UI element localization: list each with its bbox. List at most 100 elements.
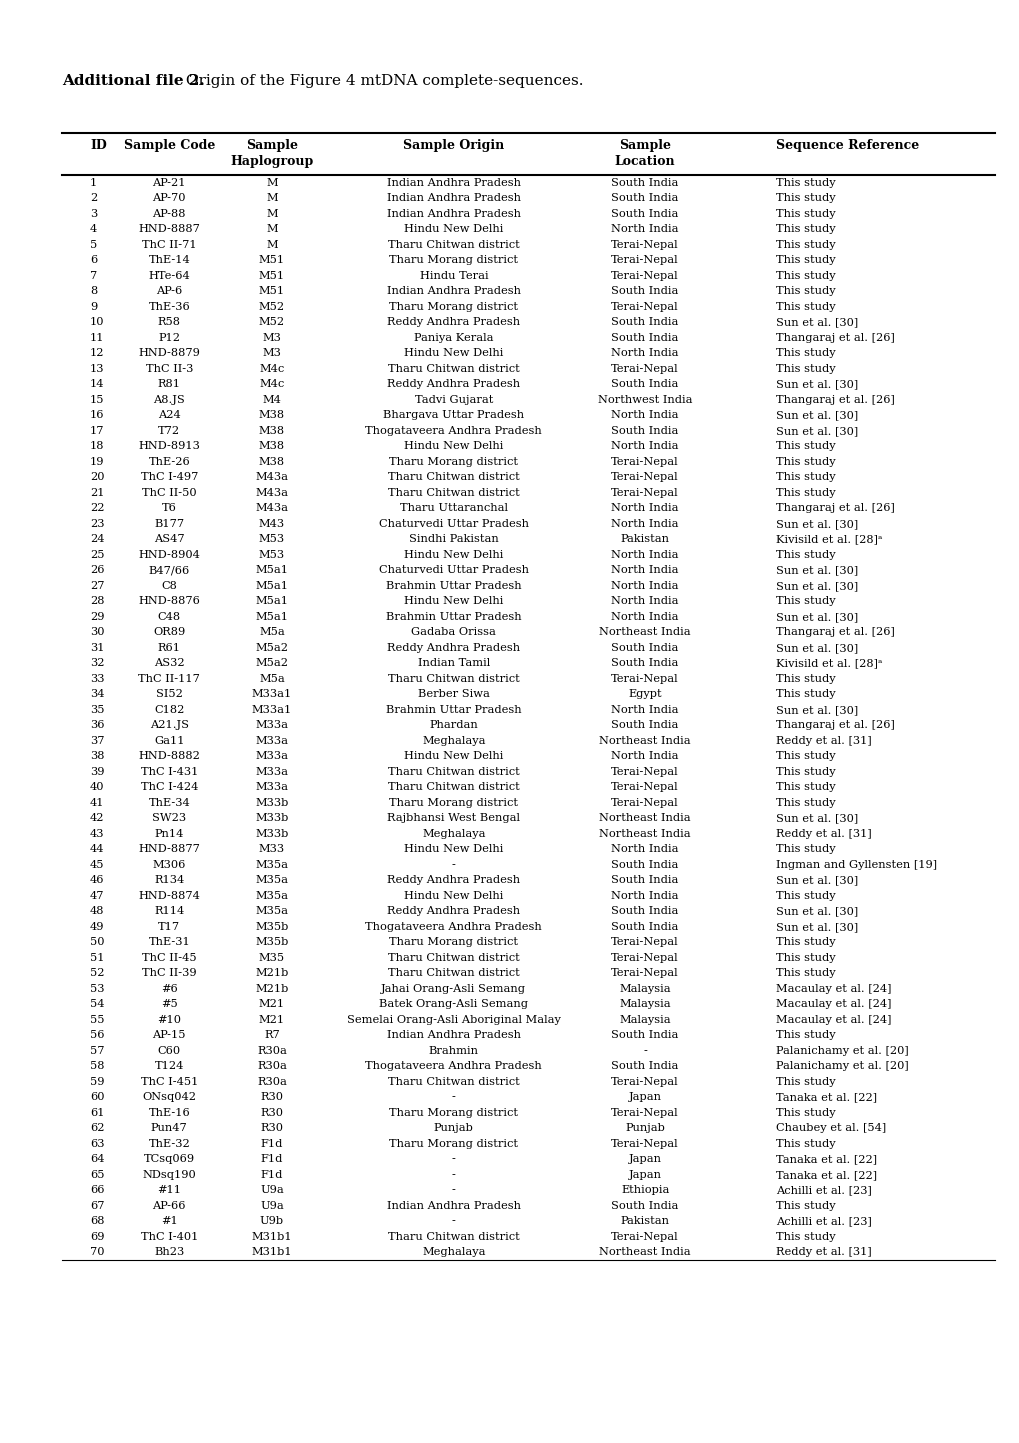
Text: This study: This study <box>775 302 835 312</box>
Text: This study: This study <box>775 766 835 776</box>
Text: M38: M38 <box>259 426 284 436</box>
Text: 67: 67 <box>90 1201 104 1211</box>
Text: ThE-36: ThE-36 <box>149 302 190 312</box>
Text: 55: 55 <box>90 1014 104 1025</box>
Text: HND-8879: HND-8879 <box>139 348 200 358</box>
Text: Thangaraj et al. [26]: Thangaraj et al. [26] <box>775 395 894 404</box>
Text: Sample: Sample <box>619 139 671 152</box>
Text: This study: This study <box>775 596 835 606</box>
Text: South India: South India <box>610 209 679 219</box>
Text: AP-6: AP-6 <box>156 286 182 296</box>
Text: T17: T17 <box>158 922 180 932</box>
Text: Rajbhansi West Bengal: Rajbhansi West Bengal <box>387 814 520 824</box>
Text: ThC II-3: ThC II-3 <box>146 364 193 374</box>
Text: HND-8913: HND-8913 <box>139 442 200 452</box>
Text: 35: 35 <box>90 704 104 714</box>
Text: 31: 31 <box>90 642 104 652</box>
Text: HND-8904: HND-8904 <box>139 550 200 560</box>
Text: M33a: M33a <box>255 766 288 776</box>
Text: 63: 63 <box>90 1139 104 1149</box>
Text: 65: 65 <box>90 1170 104 1180</box>
Text: 32: 32 <box>90 658 104 668</box>
Text: U9b: U9b <box>260 1216 283 1227</box>
Text: This study: This study <box>775 674 835 684</box>
Text: Terai-Nepal: Terai-Nepal <box>610 766 679 776</box>
Text: Ingman and Gyllensten [19]: Ingman and Gyllensten [19] <box>775 860 936 870</box>
Text: This study: This study <box>775 1232 835 1242</box>
Text: This study: This study <box>775 1108 835 1118</box>
Text: 42: 42 <box>90 814 104 824</box>
Text: HTe-64: HTe-64 <box>149 271 190 281</box>
Text: ThC I-424: ThC I-424 <box>141 782 198 792</box>
Text: Malaysia: Malaysia <box>619 1014 671 1025</box>
Text: Ga11: Ga11 <box>154 736 184 746</box>
Text: M38: M38 <box>259 457 284 466</box>
Text: South India: South India <box>610 193 679 203</box>
Text: #10: #10 <box>157 1014 181 1025</box>
Text: This study: This study <box>775 224 835 234</box>
Text: Hindu New Delhi: Hindu New Delhi <box>404 890 503 900</box>
Text: Achilli et al. [23]: Achilli et al. [23] <box>775 1216 871 1227</box>
Text: Japan: Japan <box>628 1154 661 1165</box>
Text: R30: R30 <box>260 1108 283 1118</box>
Text: Thogataveera Andhra Pradesh: Thogataveera Andhra Pradesh <box>365 1061 542 1071</box>
Text: Pun47: Pun47 <box>151 1123 187 1133</box>
Text: M: M <box>266 177 277 188</box>
Text: Chaturvedi Uttar Pradesh: Chaturvedi Uttar Pradesh <box>378 566 528 576</box>
Text: Sun et al. [30]: Sun et al. [30] <box>775 426 857 436</box>
Text: Egypt: Egypt <box>628 690 661 700</box>
Text: HND-8882: HND-8882 <box>139 752 200 762</box>
Text: This study: This study <box>775 193 835 203</box>
Text: North India: North India <box>610 580 679 590</box>
Text: Pn14: Pn14 <box>155 828 183 838</box>
Text: Reddy et al. [31]: Reddy et al. [31] <box>775 1247 870 1257</box>
Text: Malaysia: Malaysia <box>619 984 671 994</box>
Text: 4: 4 <box>90 224 97 234</box>
Text: Japan: Japan <box>628 1170 661 1180</box>
Text: M5a1: M5a1 <box>255 596 288 606</box>
Text: This study: This study <box>775 782 835 792</box>
Text: This study: This study <box>775 271 835 281</box>
Text: Sun et al. [30]: Sun et al. [30] <box>775 922 857 932</box>
Text: This study: This study <box>775 1030 835 1040</box>
Text: 14: 14 <box>90 380 104 390</box>
Text: Sample Code: Sample Code <box>123 139 215 152</box>
Text: North India: North India <box>610 504 679 514</box>
Text: TCsq069: TCsq069 <box>144 1154 195 1165</box>
Text: Tharu Chitwan district: Tharu Chitwan district <box>387 1232 520 1242</box>
Text: Sun et al. [30]: Sun et al. [30] <box>775 518 857 528</box>
Text: ThE-34: ThE-34 <box>149 798 190 808</box>
Text: M35b: M35b <box>255 938 288 947</box>
Text: Tharu Chitwan district: Tharu Chitwan district <box>387 968 520 978</box>
Text: M33a: M33a <box>255 782 288 792</box>
Text: ThC II-39: ThC II-39 <box>142 968 197 978</box>
Text: AP-88: AP-88 <box>153 209 185 219</box>
Text: 7: 7 <box>90 271 97 281</box>
Text: Hindu New Delhi: Hindu New Delhi <box>404 844 503 854</box>
Text: M43a: M43a <box>255 504 288 514</box>
Text: This study: This study <box>775 286 835 296</box>
Text: 37: 37 <box>90 736 104 746</box>
Text: Tharu Chitwan district: Tharu Chitwan district <box>387 472 520 482</box>
Text: Brahmin: Brahmin <box>428 1046 478 1056</box>
Text: Terai-Nepal: Terai-Nepal <box>610 1108 679 1118</box>
Text: 47: 47 <box>90 890 104 900</box>
Text: ID: ID <box>90 139 107 152</box>
Text: This study: This study <box>775 442 835 452</box>
Text: Tharu Morang district: Tharu Morang district <box>389 255 518 266</box>
Text: Tanaka et al. [22]: Tanaka et al. [22] <box>775 1170 876 1180</box>
Text: Hindu New Delhi: Hindu New Delhi <box>404 752 503 762</box>
Text: 39: 39 <box>90 766 104 776</box>
Text: Japan: Japan <box>628 1092 661 1102</box>
Text: Punjab: Punjab <box>433 1123 474 1133</box>
Text: 22: 22 <box>90 504 104 514</box>
Text: Tharu Chitwan district: Tharu Chitwan district <box>387 674 520 684</box>
Text: R81: R81 <box>158 380 180 390</box>
Text: ThC I-401: ThC I-401 <box>141 1232 198 1242</box>
Text: 27: 27 <box>90 580 104 590</box>
Text: Macaulay et al. [24]: Macaulay et al. [24] <box>775 999 891 1009</box>
Text: #6: #6 <box>161 984 177 994</box>
Text: South India: South India <box>610 658 679 668</box>
Text: South India: South India <box>610 1061 679 1071</box>
Text: 19: 19 <box>90 457 104 466</box>
